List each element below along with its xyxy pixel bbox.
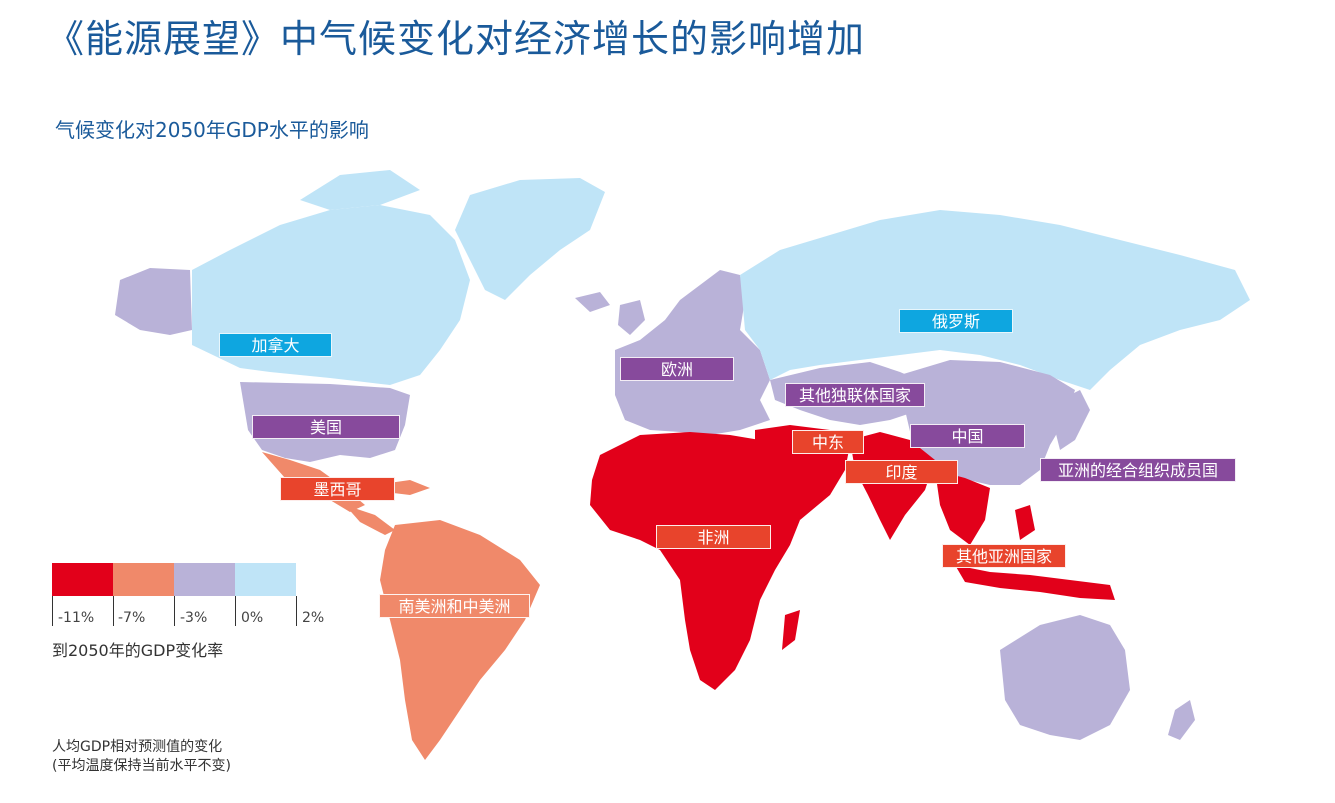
region-label-asia-oecd: 亚洲的经合组织成员国 — [1040, 458, 1236, 482]
indonesia-shape — [955, 565, 1115, 600]
region-label-europe: 欧洲 — [620, 357, 734, 381]
china-shape — [900, 360, 1075, 485]
region-label-middle-east: 中东 — [792, 430, 864, 454]
footnote-line: 人均GDP相对预测值的变化 — [52, 739, 223, 755]
arctic-islands-shape — [300, 170, 420, 210]
region-label-russia: 俄罗斯 — [899, 309, 1013, 333]
russia-shape — [740, 210, 1250, 390]
legend-tick — [174, 596, 175, 626]
legend-swatch — [113, 563, 174, 596]
legend-tick-label: -11% — [58, 610, 95, 626]
iceland-shape — [575, 292, 610, 312]
legend-tick-label: -7% — [118, 610, 146, 626]
legend-tick-label: 0% — [241, 610, 264, 626]
region-label-africa: 非洲 — [656, 525, 771, 549]
legend-tick-label: -3% — [180, 610, 208, 626]
region-label-canada: 加拿大 — [219, 333, 332, 357]
footnote-line: (平均温度保持当前水平不变) — [52, 758, 231, 774]
southeast-asia-shape — [935, 470, 990, 545]
region-label-china: 中国 — [910, 424, 1025, 448]
region-label-other-cis: 其他独联体国家 — [785, 383, 925, 407]
europe-shape — [615, 270, 770, 435]
canada-shape — [192, 205, 470, 385]
india-shape — [850, 432, 935, 540]
legend-tick — [52, 596, 53, 626]
legend — [52, 563, 352, 626]
legend-tick — [235, 596, 236, 626]
page-title: 《能源展望》中气候变化对经济增长的影响增加 — [46, 17, 866, 61]
south-america-shape — [380, 520, 540, 760]
legend-swatch — [174, 563, 235, 596]
legend-tick-label: 2% — [302, 610, 325, 626]
uk-shape — [618, 300, 645, 335]
footnote: 人均GDP相对预测值的变化 (平均温度保持当前水平不变) — [52, 738, 231, 776]
region-label-india: 印度 — [845, 460, 958, 484]
legend-tick — [296, 596, 297, 626]
map-subtitle: 气候变化对2050年GDP水平的影响 — [55, 118, 369, 142]
central-america-shape — [345, 505, 395, 535]
legend-swatch — [235, 563, 296, 596]
africa-shape — [590, 432, 800, 690]
region-label-other-asia: 其他亚洲国家 — [942, 544, 1066, 568]
philippines-shape — [1015, 505, 1035, 540]
new-zealand-shape — [1168, 700, 1195, 740]
region-label-usa: 美国 — [252, 415, 400, 439]
australia-shape — [1000, 615, 1130, 740]
madagascar-shape — [782, 610, 800, 650]
greenland-shape — [455, 178, 605, 300]
alaska-shape — [115, 268, 192, 335]
japan-shape — [1055, 390, 1090, 450]
legend-tick — [113, 596, 114, 626]
region-label-south-central-america: 南美洲和中美洲 — [379, 594, 530, 618]
legend-title: 到2050年的GDP变化率 — [52, 641, 224, 660]
region-label-mexico: 墨西哥 — [280, 477, 395, 501]
legend-swatch — [52, 563, 113, 596]
